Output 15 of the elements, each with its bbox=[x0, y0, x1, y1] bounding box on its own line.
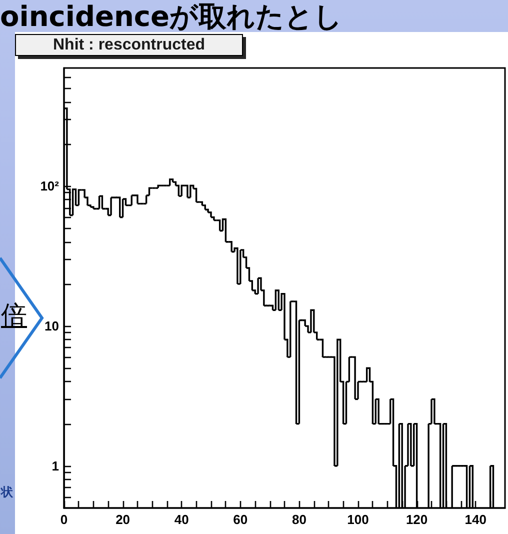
x-tick-label: 140 bbox=[464, 512, 486, 527]
x-tick-label: 80 bbox=[292, 512, 306, 527]
x-tick-label: 20 bbox=[116, 512, 130, 527]
x-tick-label: 40 bbox=[174, 512, 189, 527]
y-tick-label: 10 bbox=[44, 318, 59, 334]
text: oincidenceが取れたとし bbox=[0, 0, 343, 34]
x-tick-label: 100 bbox=[347, 512, 369, 527]
text: 状 bbox=[1, 485, 13, 500]
text: 倍 bbox=[1, 300, 27, 332]
chart-title: Nhit : rescontructed bbox=[53, 36, 206, 54]
x-tick-label: 120 bbox=[406, 512, 428, 527]
y-tick-label: 10² bbox=[40, 178, 60, 194]
y-tick-label: 1 bbox=[52, 458, 59, 474]
x-tick-label: 0 bbox=[60, 512, 68, 527]
x-tick-label: 60 bbox=[233, 512, 248, 527]
